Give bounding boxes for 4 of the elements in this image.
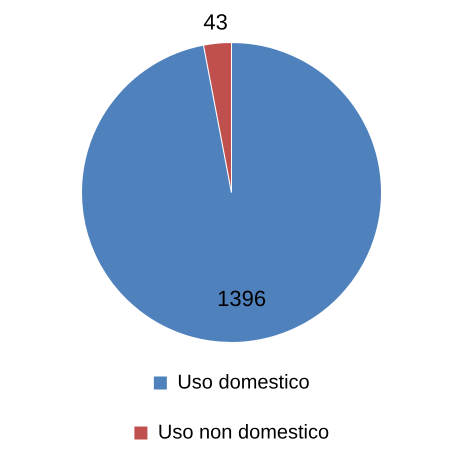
data-label: 43 [203,9,228,34]
data-label: 1396 [217,286,266,312]
legend-label: Uso domestico [177,372,310,394]
legend-label: Uso non domestico [158,422,330,444]
